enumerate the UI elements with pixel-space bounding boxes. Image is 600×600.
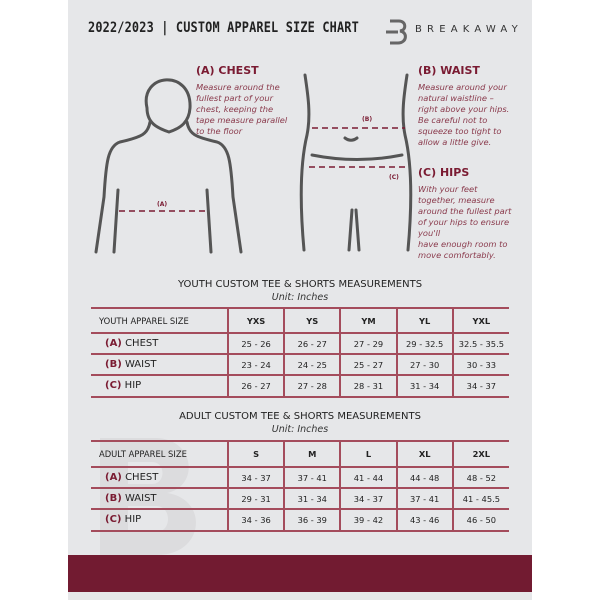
footer-band [68, 555, 532, 592]
youth-unit: Unit: Inches [271, 292, 329, 303]
measurement-cell: 25 - 26 [226, 333, 285, 355]
size-header: YM [339, 307, 397, 334]
measurement-label: (A) CHEST [91, 333, 228, 355]
measurement-label: (C) HIP [91, 375, 228, 398]
youth-table-title: YOUTH CUSTOM TEE & SHORTS MEASUREMENTS [177, 279, 423, 290]
measurement-cell: 29 - 31 [226, 488, 285, 510]
measurement-cell: 24 - 25 [283, 354, 341, 376]
measurement-cell: 26 - 27 [283, 333, 341, 355]
measurement-cell: 30 - 33 [451, 354, 509, 376]
measurement-label: (B) WAIST [91, 488, 228, 510]
measurement-cell: 27 - 28 [283, 375, 341, 398]
size-header: S [226, 440, 285, 468]
measurement-cell: 43 - 46 [395, 509, 453, 532]
table-row: (C) HIP 26 - 27 27 - 28 28 - 31 31 - 34 34 - … [91, 375, 509, 398]
measurement-cell: 31 - 34 [395, 375, 453, 398]
row-label-header: ADULT APPAREL SIZE [91, 440, 228, 468]
measurement-cell: 34 - 36 [226, 509, 285, 532]
row-label-header: YOUTH APPAREL SIZE [91, 307, 228, 334]
adult-table-title: ADULT CUSTOM TEE & SHORTS MEASUREMENTS [179, 411, 421, 422]
table-header-row: YOUTH APPAREL SIZE YXS YS YM YL YXL [91, 307, 509, 334]
table-row: (A) CHEST 25 - 26 26 - 27 27 - 29 29 - 32.5 3… [91, 333, 509, 355]
size-header: YL [395, 307, 453, 334]
measurement-cell: 23 - 24 [226, 354, 285, 376]
measurement-cell: 34 - 37 [451, 375, 509, 398]
measurement-cell: 37 - 41 [283, 467, 341, 489]
table-row: (B) WAIST 29 - 31 31 - 34 34 - 37 37 - 41 41 … [91, 488, 509, 510]
size-header: XL [395, 440, 453, 468]
table-row: (C) HIP 34 - 36 36 - 39 39 - 42 43 - 46 46 - … [91, 509, 509, 532]
measurement-cell: 39 - 42 [339, 509, 397, 532]
size-header: 2XL [451, 440, 509, 468]
waist-heading: (B) WAIST [418, 64, 480, 77]
table-row: (A) CHEST 34 - 37 37 - 41 41 - 44 44 - 48 48 … [91, 467, 509, 489]
breakaway-logo-icon [386, 19, 407, 45]
measurement-label: (A) CHEST [91, 467, 228, 489]
body-figures [94, 73, 413, 254]
adult-size-table: ADULT APPAREL SIZE S M L XL 2XL (A) CHEST 34 - … [91, 440, 509, 532]
adult-unit: Unit: Inches [271, 424, 329, 435]
size-header: YXS [226, 307, 285, 334]
measurement-cell: 32.5 - 35.5 [451, 333, 509, 355]
measurement-cell: 41 - 45.5 [451, 488, 509, 510]
measurement-cell: 27 - 30 [395, 354, 453, 376]
measurement-cell: 37 - 41 [395, 488, 453, 510]
measurement-cell: 29 - 32.5 [395, 333, 453, 355]
measurement-cell: 48 - 52 [451, 467, 509, 489]
measurement-cell: 46 - 50 [451, 509, 509, 532]
measurement-cell: 44 - 48 [395, 467, 453, 489]
waist-description: Measure around your natural waistline – ri… [418, 82, 510, 147]
measurement-cell: 34 - 37 [226, 467, 285, 489]
waist-marker: (B) [362, 116, 373, 123]
size-header: YXL [451, 307, 509, 334]
table-header-row: ADULT APPAREL SIZE S M L XL 2XL [91, 440, 509, 468]
hips-heading: (C) HIPS [418, 166, 470, 179]
page-title: 2022/2023 | CUSTOM APPAREL SIZE CHART [88, 20, 359, 36]
size-header: YS [283, 307, 341, 334]
youth-size-table: YOUTH APPAREL SIZE YXS YS YM YL YXL (A) CHEST 2… [91, 307, 509, 398]
hips-description: With your feet together, measure around th… [418, 184, 512, 260]
measurement-label: (B) WAIST [91, 354, 228, 376]
hips-marker: (C) [389, 174, 399, 181]
measurement-cell: 25 - 27 [339, 354, 397, 376]
measurement-label: (C) HIP [91, 509, 228, 532]
chest-heading: (A) CHEST [196, 64, 259, 77]
brand-name: BREAKAWAY [415, 24, 523, 35]
measurement-cell: 41 - 44 [339, 467, 397, 489]
chest-description: Measure around the fullest part of your ch… [196, 82, 288, 136]
size-header: M [283, 440, 341, 468]
size-header: L [339, 440, 397, 468]
measurement-cell: 27 - 29 [339, 333, 397, 355]
chest-guide: (A) CHEST Measure around the fullest part… [196, 64, 287, 137]
waist-guide: (B) WAIST Measure around your natural wai… [418, 64, 509, 148]
measurement-cell: 31 - 34 [283, 488, 341, 510]
hips-guide: (C) HIPS With your feet together, measure… [418, 166, 511, 261]
measurement-cell: 36 - 39 [283, 509, 341, 532]
measurement-cell: 26 - 27 [226, 375, 285, 398]
measurement-cell: 34 - 37 [339, 488, 397, 510]
table-row: (B) WAIST 23 - 24 24 - 25 25 - 27 27 - 30 30 … [91, 354, 509, 376]
measurement-cell: 28 - 31 [339, 375, 397, 398]
chest-marker: (A) [157, 201, 168, 208]
